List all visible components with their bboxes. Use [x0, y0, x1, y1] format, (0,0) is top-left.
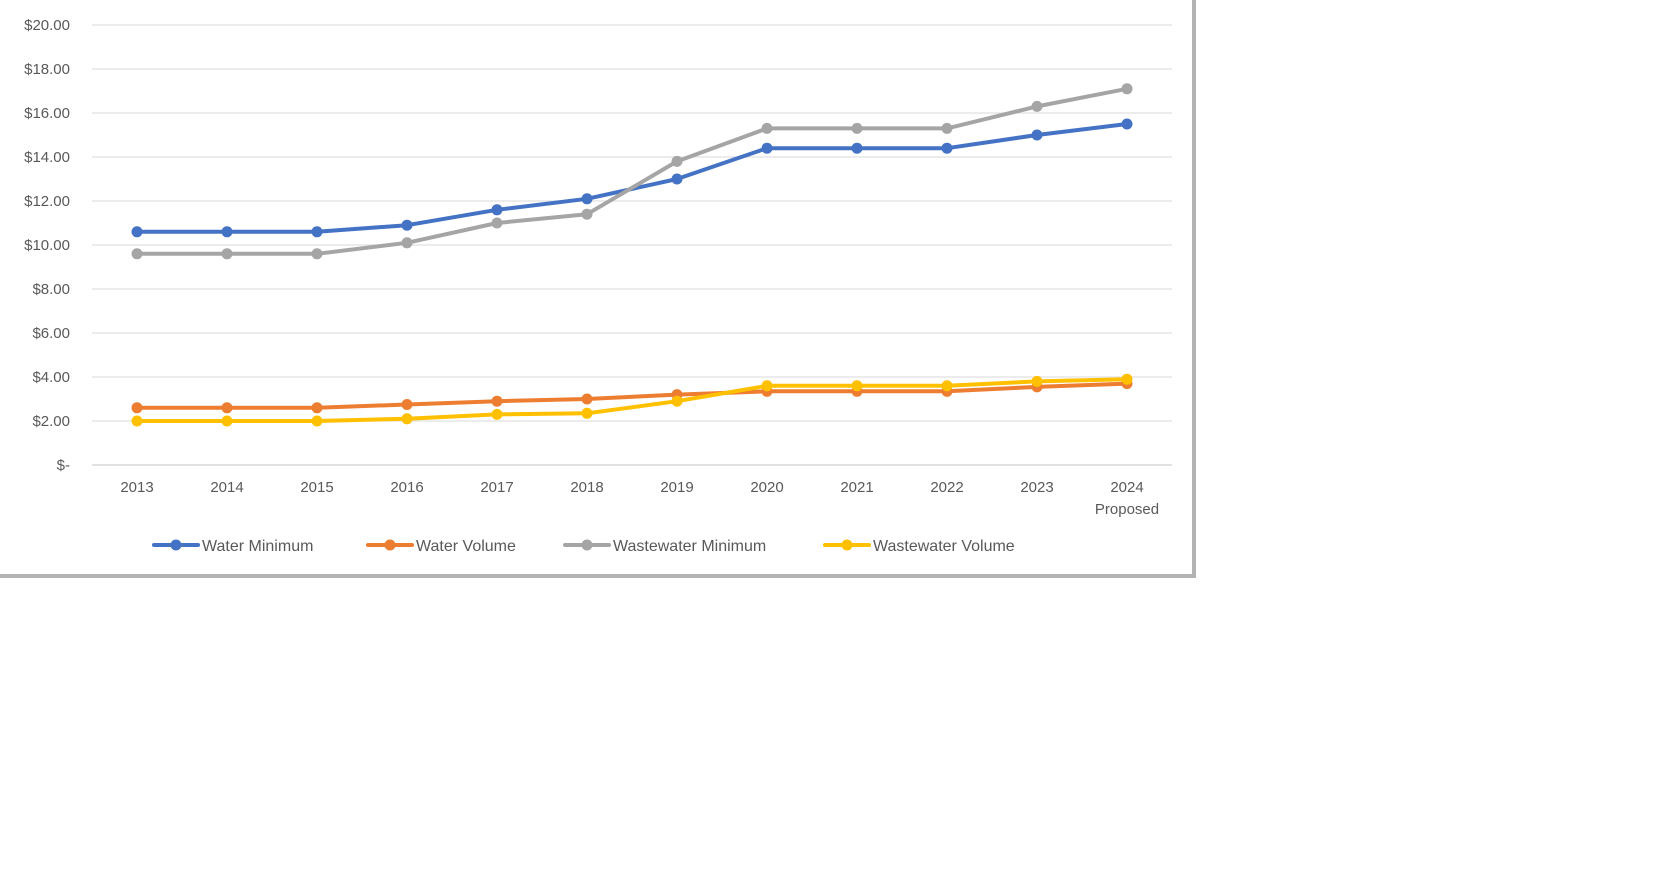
x-tick-label: 2014	[210, 479, 243, 496]
x-tick-label: 2020	[750, 479, 783, 496]
legend-swatch-marker	[841, 539, 853, 551]
data-point	[311, 248, 323, 260]
legend-swatch-marker	[581, 539, 593, 551]
data-point	[401, 413, 413, 425]
legend-item: Wastewater Minimum	[563, 538, 766, 555]
data-point	[941, 380, 953, 392]
data-point	[401, 399, 413, 410]
y-tick-label: $14.00	[24, 149, 70, 166]
legend-item: Water Volume	[366, 538, 516, 555]
data-point	[581, 193, 593, 205]
y-tick-label: $4.00	[32, 369, 70, 386]
data-point	[491, 204, 503, 216]
x-tick-label: 2023	[1020, 479, 1053, 496]
y-tick-label: $20.00	[24, 17, 70, 34]
data-point	[221, 248, 233, 260]
legend-swatch-marker	[384, 539, 396, 551]
data-point	[1031, 375, 1043, 387]
data-point	[581, 208, 593, 220]
x-tick-label: 2024 Proposed	[1095, 479, 1159, 518]
data-point	[1031, 100, 1043, 112]
x-tick-label: 2015	[300, 479, 333, 496]
y-tick-label: $6.00	[32, 325, 70, 342]
data-point	[761, 380, 773, 392]
legend-item: Wastewater Volume	[823, 538, 1015, 555]
series-lines	[131, 83, 1133, 427]
data-point	[311, 226, 323, 238]
x-tick-label: 2017	[480, 479, 513, 496]
y-tick-label: $2.00	[32, 413, 70, 430]
data-point	[1031, 129, 1043, 141]
data-point	[671, 155, 683, 167]
data-point	[1121, 118, 1133, 130]
x-tick-label: 2019	[660, 479, 693, 496]
data-point	[671, 173, 683, 185]
data-point	[311, 402, 323, 414]
legend-label: Water Volume	[416, 538, 516, 555]
data-point	[131, 415, 143, 427]
data-point	[401, 219, 413, 231]
legend: Water Minimum Water Volume Wastewater Mini…	[152, 538, 1015, 555]
data-point	[941, 142, 953, 154]
data-point	[221, 226, 233, 238]
x-tick-label: 2022	[930, 479, 963, 496]
x-tick-label: 2018	[570, 479, 603, 496]
data-point	[131, 248, 143, 260]
chart-frame: $- $2.00 $4.00 $6.00 $8.00 $10.00 $12.00 $14.00…	[0, 0, 1196, 578]
legend-label: Wastewater Volume	[873, 538, 1015, 555]
y-tick-label: $-	[57, 457, 70, 474]
data-point	[761, 142, 773, 154]
data-point	[131, 402, 143, 414]
data-point	[221, 402, 233, 414]
legend-label: Wastewater Minimum	[613, 538, 766, 555]
data-point	[941, 122, 953, 134]
series-line	[135, 86, 1129, 256]
data-point	[851, 142, 863, 154]
data-point	[851, 122, 863, 134]
data-point	[491, 408, 503, 420]
gridlines	[92, 24, 1172, 466]
series-line	[135, 377, 1129, 423]
series-wastewater-minimum	[131, 83, 1133, 260]
data-point	[221, 415, 233, 427]
y-tick-label: $8.00	[32, 281, 70, 298]
data-point	[1121, 373, 1133, 385]
legend-item: Water Minimum	[152, 538, 313, 555]
data-point	[851, 380, 863, 392]
series-line	[135, 381, 1129, 410]
y-tick-label: $12.00	[24, 193, 70, 210]
series-water-minimum	[131, 118, 1133, 238]
x-axis-tick-labels: 2013 2014 2015 2016 2017 2018 2019 2020 2021 2022…	[120, 479, 1159, 518]
x-tick-label: 2016	[390, 479, 423, 496]
data-point	[401, 237, 413, 249]
data-point	[761, 122, 773, 134]
data-point	[581, 407, 593, 419]
x-tick-label: 2021	[840, 479, 873, 496]
line-chart: $- $2.00 $4.00 $6.00 $8.00 $10.00 $12.00 $14.00…	[24, 17, 1172, 555]
y-tick-label: $16.00	[24, 105, 70, 122]
data-point	[491, 217, 503, 229]
data-point	[1121, 83, 1133, 95]
y-tick-label: $10.00	[24, 237, 70, 254]
data-point	[671, 395, 683, 407]
series-wastewater-volume	[131, 373, 1133, 427]
data-point	[131, 226, 143, 238]
legend-label: Water Minimum	[202, 538, 313, 555]
y-axis-tick-labels: $- $2.00 $4.00 $6.00 $8.00 $10.00 $12.00 $14.00…	[24, 17, 70, 474]
legend-swatch-marker	[170, 539, 182, 551]
data-point	[581, 393, 593, 405]
x-tick-label: 2013	[120, 479, 153, 496]
data-point	[311, 415, 323, 427]
data-point	[491, 395, 503, 407]
series-line	[135, 122, 1129, 234]
y-tick-label: $18.00	[24, 61, 70, 78]
